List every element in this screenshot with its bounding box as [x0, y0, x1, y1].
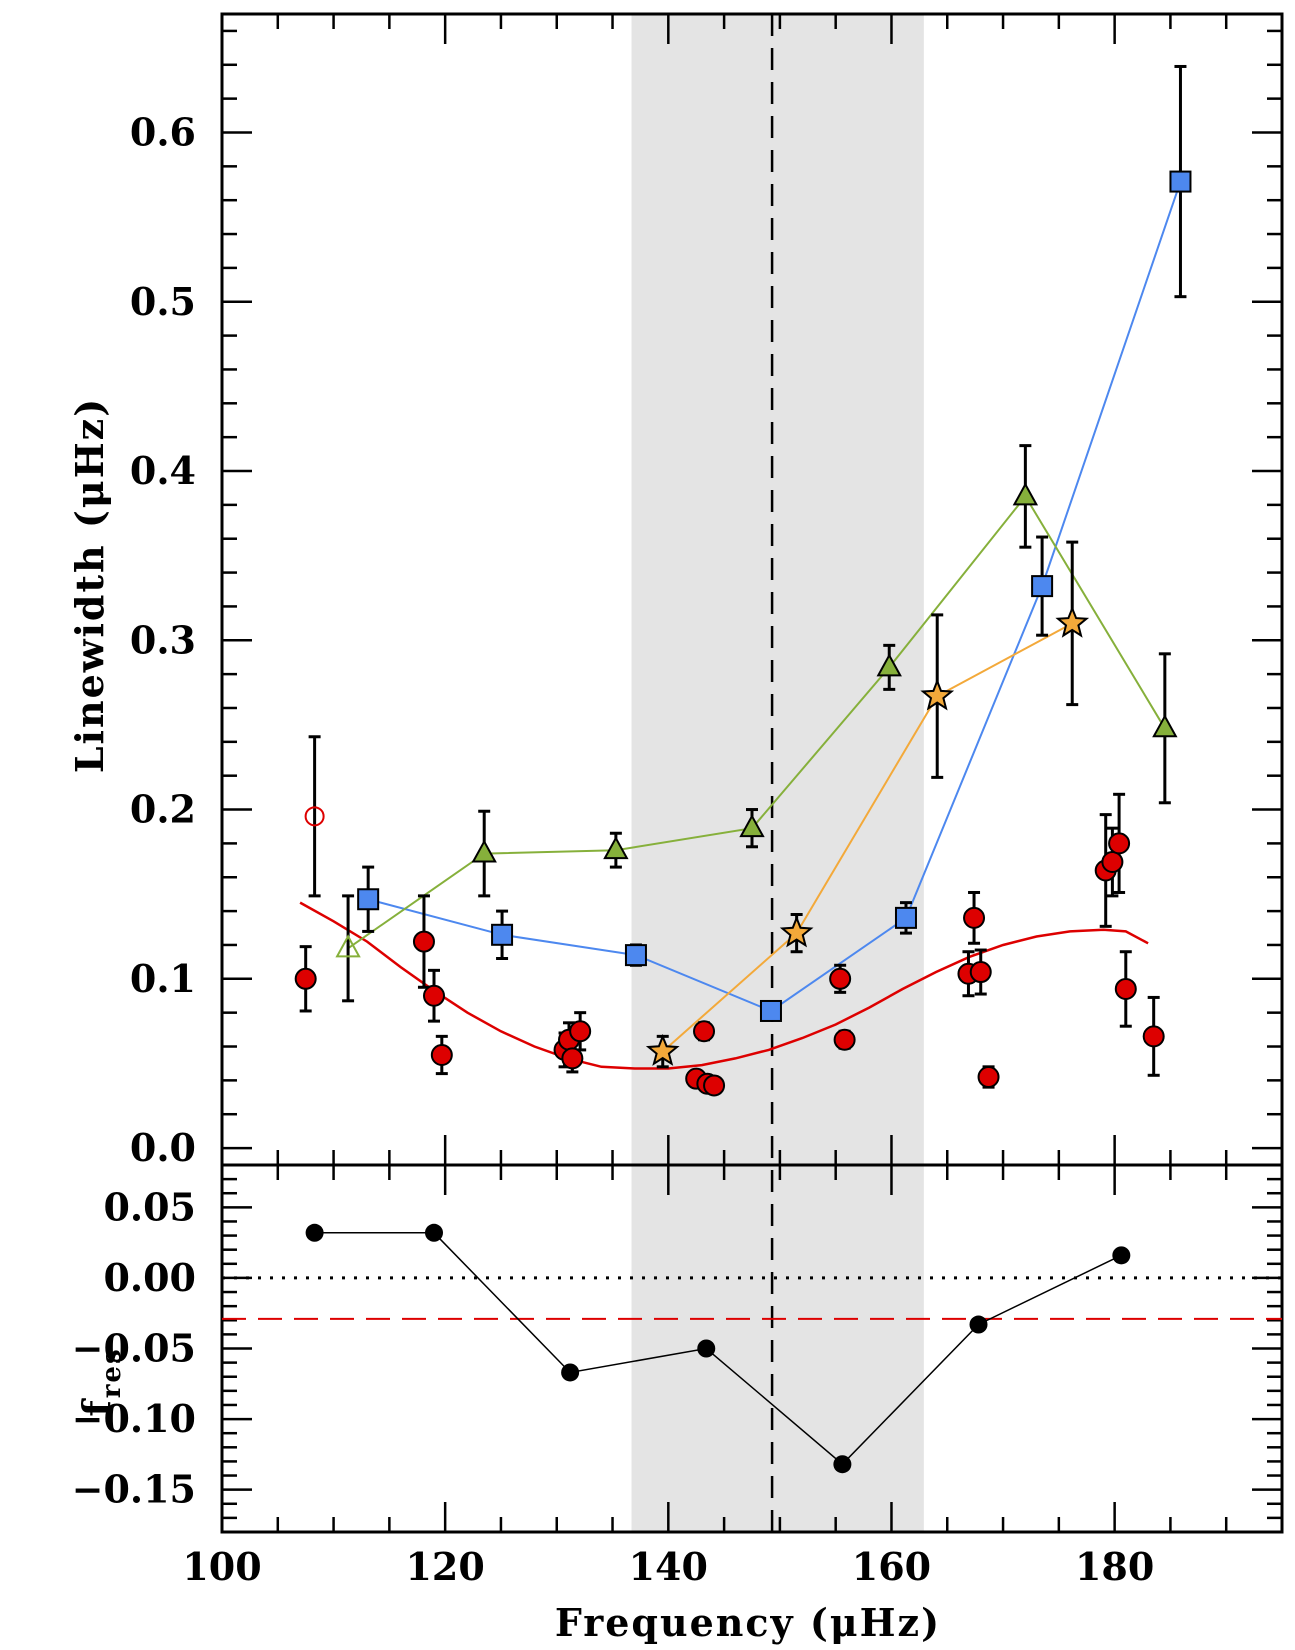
black-dot-point	[697, 1339, 716, 1358]
red-circle-point	[1114, 977, 1137, 1000]
green-triangle-point	[876, 653, 902, 677]
black-dot-point	[305, 1223, 324, 1242]
green-triangle-point	[1012, 482, 1039, 506]
bottom-y-tick-label: −0.05	[72, 1326, 196, 1371]
bottom-y-axis-label-subscript: res	[97, 1347, 127, 1398]
red-circle-point	[569, 1020, 592, 1043]
red-fit-curve	[299, 901, 1149, 1070]
x-tick-label: 160	[852, 1544, 931, 1589]
black-dot-point	[969, 1315, 988, 1334]
red-circle-point	[423, 984, 445, 1007]
blue-square-point	[1169, 170, 1192, 193]
red-circle-point	[1108, 832, 1131, 855]
green-open-triangle-point	[335, 934, 361, 958]
bottom-y-axis-label-main: f	[74, 1398, 119, 1417]
top-y-tick-label: 0.0	[130, 1125, 196, 1170]
bottom-panel: 0.05 0.00 −0.05 −0.10 −0.15 100 120 140 160 180	[72, 1163, 1284, 1589]
blue-square-point	[357, 888, 380, 911]
red-circle-point	[703, 1074, 726, 1097]
red-circle-point	[1101, 851, 1124, 874]
bottom-y-axis-label: fres	[74, 1347, 127, 1416]
red-circle-point	[412, 930, 435, 953]
bottom-y-tick-label: −0.15	[72, 1467, 196, 1512]
top-y-tick-label: 0.3	[130, 617, 196, 662]
top-y-tick-label: 0.5	[130, 279, 196, 324]
green-triangle-point	[471, 839, 497, 863]
green-triangle-point	[1152, 714, 1178, 738]
blue-square-point	[1031, 575, 1054, 598]
shaded-region	[631, 14, 924, 1532]
x-axis-label: Frequency (μHz)	[555, 1600, 941, 1645]
black-dot-point	[833, 1455, 852, 1474]
orange-star-point	[1055, 605, 1090, 638]
orange-star-point	[645, 1033, 680, 1066]
red-circle-point	[833, 1028, 856, 1051]
red-circle-point	[963, 906, 986, 929]
black-dot-point	[425, 1223, 443, 1242]
red-circle-point	[561, 1047, 584, 1070]
orange-star-point	[779, 915, 814, 948]
red-circle-point	[430, 1043, 453, 1066]
top-y-tick-label: 0.1	[130, 956, 196, 1001]
red-circle-point	[829, 967, 852, 990]
red-circle-point	[969, 961, 992, 984]
x-tick-label: 140	[629, 1544, 708, 1589]
black-dot-point	[561, 1363, 580, 1382]
black-dot-point	[1112, 1246, 1131, 1265]
orange-star-point	[920, 678, 955, 711]
green-triangle-point	[603, 836, 629, 860]
red-circle-point	[1142, 1025, 1165, 1048]
blue-square-point	[759, 999, 782, 1022]
green-triangle-point	[739, 814, 765, 838]
red-open-circle-point	[304, 806, 325, 827]
red-circle-point	[294, 967, 317, 990]
top-y-tick-label: 0.2	[130, 787, 196, 832]
bottom-y-tick-label: 0.05	[103, 1184, 196, 1229]
x-tick-label: 100	[182, 1544, 261, 1589]
orange-stars-line	[662, 622, 1073, 1053]
top-y-axis-label: Linewidth (μHz)	[67, 397, 112, 773]
red-circle-point	[693, 1020, 716, 1043]
red-circle-point	[977, 1065, 1000, 1088]
top-y-tick-label: 0.4	[130, 448, 196, 493]
bottom-y-tick-label: 0.00	[103, 1255, 196, 1300]
top-y-tick-label: 0.6	[130, 109, 196, 154]
blue-square-point	[491, 923, 514, 946]
blue-square-point	[624, 944, 647, 967]
bottom-y-tick-label: −0.10	[72, 1396, 196, 1441]
x-tick-label: 180	[1075, 1544, 1154, 1589]
blue-square-point	[894, 906, 917, 929]
x-tick-label: 120	[405, 1544, 484, 1589]
top-panel: 0.0 0.1 0.2 0.3 0.4 0.5 0.6	[130, 12, 1284, 1532]
